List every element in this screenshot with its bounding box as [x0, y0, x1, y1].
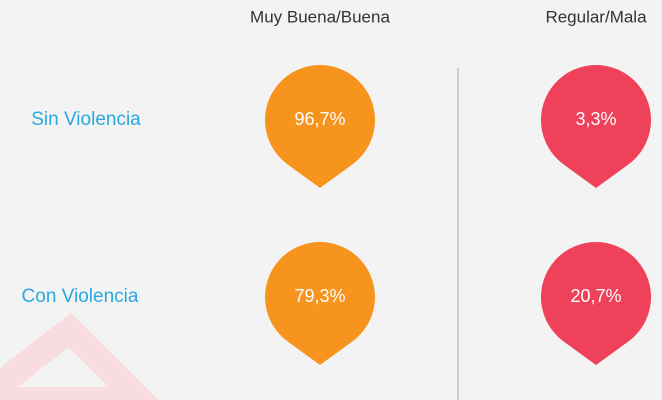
pin-value: 3,3%	[575, 109, 616, 129]
row-label: Con Violencia	[22, 286, 139, 307]
decoration	[0, 312, 159, 400]
pin-marker	[265, 242, 375, 365]
pin-marker	[540, 241, 651, 365]
pin-value: 79,3%	[294, 286, 345, 306]
pin-value: 20,7%	[570, 286, 621, 306]
pin-marker	[265, 65, 375, 188]
pin-value: 96,7%	[294, 109, 345, 129]
column-header: Muy Buena/Buena	[250, 7, 390, 26]
row-label: Sin Violencia	[31, 109, 141, 130]
pin-marker	[540, 65, 651, 188]
column-header: Regular/Mala	[545, 7, 647, 26]
